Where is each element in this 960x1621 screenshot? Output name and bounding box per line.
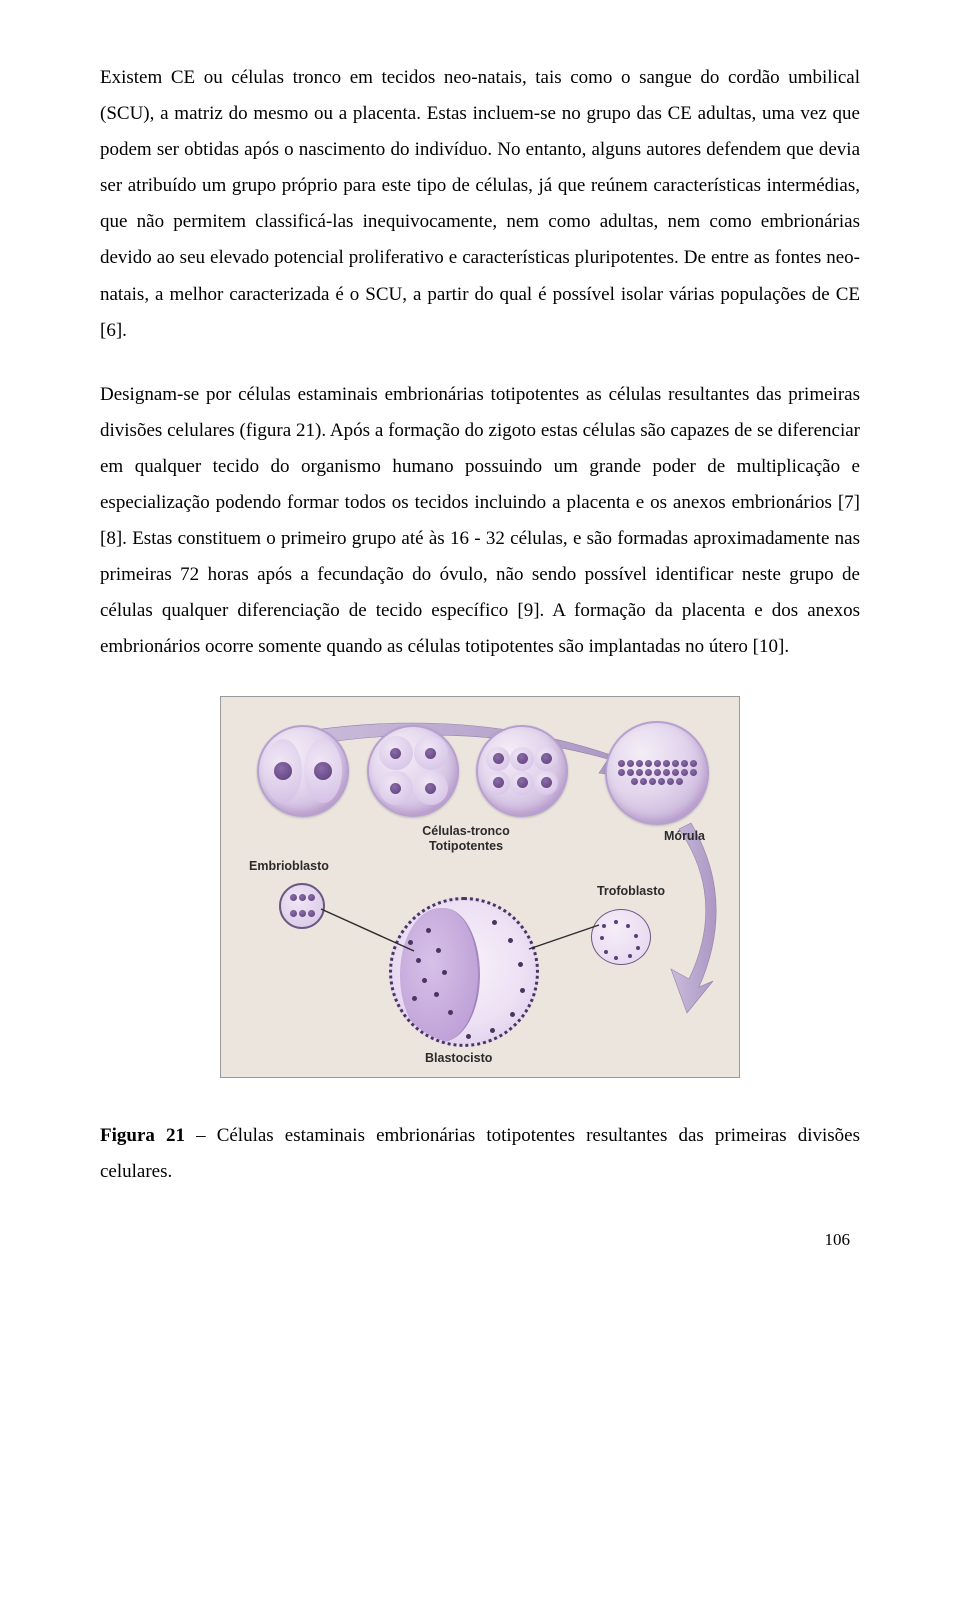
label-embrioblasto: Embrioblasto	[249, 859, 329, 873]
cell-embrioblasto-callout	[279, 883, 325, 929]
label-trofoblasto: Trofoblasto	[597, 884, 665, 898]
label-blastocisto: Blastocisto	[425, 1051, 492, 1065]
figure-21-diagram: Células-troncoTotipotentes Mórula Embrio…	[239, 719, 721, 1059]
cell-blastocisto	[389, 897, 539, 1047]
cell-trofoblasto-callout	[591, 909, 651, 965]
cell-stage-4cell	[367, 725, 459, 817]
caption-sep: –	[185, 1125, 217, 1146]
label-morula: Mórula	[664, 829, 705, 843]
paragraph-2: Designam-se por células estaminais embri…	[100, 377, 860, 666]
figure-21-caption: Figura 21 – Células estaminais embrionár…	[100, 1118, 860, 1190]
cell-stage-2cell	[257, 725, 349, 817]
cell-stage-8cell	[476, 725, 568, 817]
figure-21-panel: Células-troncoTotipotentes Mórula Embrio…	[220, 696, 740, 1078]
caption-prefix: Figura 21	[100, 1125, 185, 1146]
page-number: 106	[100, 1230, 860, 1250]
cell-morula	[605, 721, 709, 825]
label-celulas-tronco: Células-troncoTotipotentes	[391, 824, 541, 855]
figure-21-container: Células-troncoTotipotentes Mórula Embrio…	[100, 696, 860, 1078]
paragraph-1: Existem CE ou células tronco em tecidos …	[100, 60, 860, 349]
